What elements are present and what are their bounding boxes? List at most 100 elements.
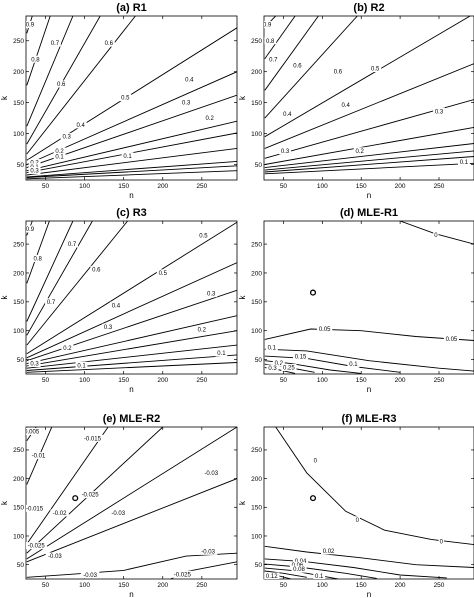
contour-label: 0.2 xyxy=(55,149,64,155)
y-tick-label: 250 xyxy=(13,241,24,248)
contour-label: 0.6 xyxy=(105,41,114,47)
contour-label-bg xyxy=(53,152,66,160)
contour-label-bg xyxy=(74,121,87,129)
contour-line xyxy=(264,545,474,568)
x-tick-label: 50 xyxy=(42,183,50,190)
contour-label: 0.4 xyxy=(112,303,121,309)
contour-line xyxy=(26,165,237,178)
y-tick-label: 150 xyxy=(251,505,262,512)
contour-label: 0.05 xyxy=(446,337,458,343)
contour-label: 0.4 xyxy=(185,78,194,84)
y-tick-label: 150 xyxy=(13,100,24,107)
contour-label-bg xyxy=(353,147,366,155)
y-axis-label: k xyxy=(238,95,247,100)
contour-label: 0.12 xyxy=(266,574,278,580)
contour-line xyxy=(26,427,237,560)
contour-line xyxy=(26,354,237,371)
y-tick-label: 50 xyxy=(255,562,263,569)
contour-line xyxy=(264,570,307,578)
contour-label-bg xyxy=(121,152,134,160)
contour-label-bg xyxy=(28,163,41,171)
contour-label-bg xyxy=(81,434,104,442)
contour-line xyxy=(26,262,237,359)
contour-label-bg xyxy=(347,360,360,368)
contour-line xyxy=(264,16,319,91)
contour-line xyxy=(26,221,50,284)
contour-label: 0 xyxy=(434,233,438,239)
contour-label-bg xyxy=(183,76,196,84)
contour-label-bg xyxy=(457,158,470,166)
contour-label: 0.8 xyxy=(34,257,43,263)
x-tick-label: 200 xyxy=(157,377,168,384)
y-tick-label: 50 xyxy=(255,357,263,364)
contour-line xyxy=(264,16,296,59)
x-tick-label: 200 xyxy=(157,582,168,589)
contour-label-bg xyxy=(201,469,221,477)
contour-label-bg xyxy=(198,547,218,555)
contour-label: -0.005 xyxy=(22,430,40,436)
panel-5: (e) MLE-R2 50 100 150 200 250 50 100 150 200 250 n k… xyxy=(0,413,238,598)
contour-line xyxy=(264,567,338,579)
x-tick-label: 50 xyxy=(42,377,50,384)
contour-label-bg xyxy=(265,343,278,351)
x-tick-label: 50 xyxy=(42,582,50,589)
contour-label-bg xyxy=(203,114,216,122)
contour-label-bg xyxy=(354,516,360,524)
y-tick-label: 100 xyxy=(13,131,24,138)
contour-label-bg xyxy=(79,491,101,499)
x-tick-label: 250 xyxy=(196,183,207,190)
contour-label-bg xyxy=(29,452,48,460)
contour-label: 0.3 xyxy=(30,169,39,175)
y-axis-label: k xyxy=(0,295,9,300)
x-axis-label: n xyxy=(367,385,371,394)
contour-label: 0.2 xyxy=(63,346,72,352)
y-tick-label: 50 xyxy=(17,162,25,169)
y-tick-label: 250 xyxy=(251,447,262,454)
contour-line xyxy=(264,348,474,372)
x-tick-label: 100 xyxy=(317,377,328,384)
contour-label: 0.3 xyxy=(30,362,39,368)
contour-line xyxy=(26,16,74,127)
contour-line xyxy=(264,150,474,171)
contour-label-bg xyxy=(28,167,41,175)
contour-label: 0.9 xyxy=(26,227,35,233)
contour-line xyxy=(26,16,101,145)
contour-label-bg xyxy=(291,61,304,69)
contour-label: 0.8 xyxy=(266,39,275,45)
contour-label-bg xyxy=(171,570,194,578)
estimate-marker xyxy=(309,289,317,296)
contour-label-bg xyxy=(26,542,48,550)
x-tick-label: 200 xyxy=(395,377,406,384)
contour-label: 0.15 xyxy=(295,355,307,361)
contour-label-bg xyxy=(264,572,280,579)
contour-label: 0.2 xyxy=(355,149,364,155)
panel-1: (a) R1 50 100 150 200 250 50 100 150 200 250 n k 0.9 0… xyxy=(0,2,238,200)
contour-label: 0.7 xyxy=(269,57,278,63)
plot-frame xyxy=(25,220,238,375)
contour-label: -0.025 xyxy=(174,572,192,578)
y-tick-label: 100 xyxy=(13,533,24,540)
contour-label-bg xyxy=(48,39,61,47)
contour-line xyxy=(26,221,93,336)
x-axis-label: n xyxy=(129,191,133,200)
y-tick-label: 50 xyxy=(255,162,263,169)
contour-label: 0.1 xyxy=(77,363,86,369)
contour-label: 0.7 xyxy=(51,41,60,47)
panel-4: (d) MLE-R1 50 100 150 200 250 50 100 150 200 250 n k… xyxy=(238,207,474,394)
y-axis-label: k xyxy=(0,500,9,505)
contour-label-bg xyxy=(279,147,291,155)
contour-label: 0.5 xyxy=(121,96,130,102)
x-tick-label: 250 xyxy=(196,582,207,589)
contour-label-bg xyxy=(369,65,382,73)
contour-line xyxy=(26,221,74,322)
contour-line xyxy=(26,427,164,554)
contour-label: 0.3 xyxy=(104,325,113,331)
contour-label-bg xyxy=(289,561,306,569)
contour-label: 0.5 xyxy=(371,67,380,73)
panel-title: (c) R3 xyxy=(116,207,147,219)
contour-line xyxy=(26,315,237,365)
y-tick-label: 250 xyxy=(251,241,262,248)
contour-label-bg xyxy=(205,290,218,298)
